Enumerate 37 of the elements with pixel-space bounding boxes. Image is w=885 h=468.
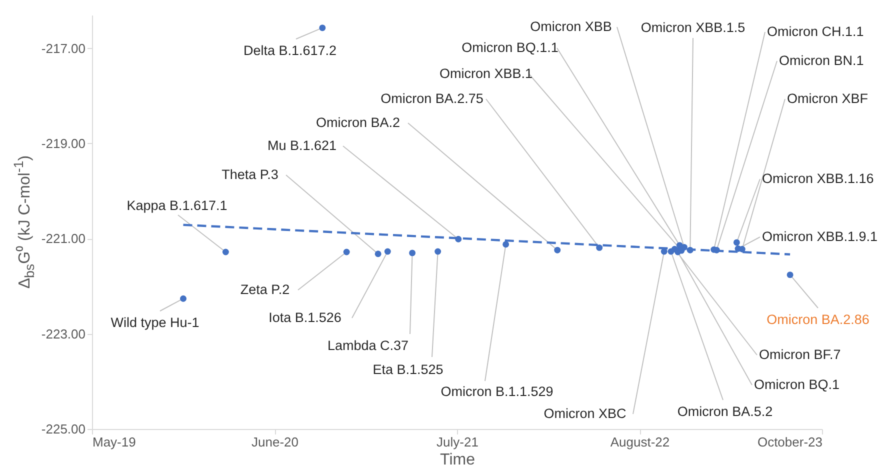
- x-tick-label: May-19: [92, 434, 136, 450]
- y-tick-label: -223.00: [41, 326, 86, 342]
- annotation: Wild type Hu-1: [110, 315, 200, 330]
- annotation: Iota B.1.526: [268, 310, 342, 325]
- annotation: Delta B.1.617.2: [243, 43, 337, 58]
- annotation: Omicron XBB.1.9.1: [762, 229, 878, 244]
- annotation: Omicron CH.1.1: [767, 24, 864, 39]
- y-tick-label: -221.00: [41, 231, 86, 246]
- annotation: Omicron BQ.1: [754, 377, 840, 392]
- x-tick-label: October-23: [757, 434, 822, 450]
- annotation: Omicron XBC: [544, 406, 626, 421]
- annotation: Omicron XBB: [530, 19, 612, 34]
- annotation: Mu B.1.621: [267, 138, 337, 153]
- x-tick-label: August-22: [610, 434, 670, 450]
- annotation: Omicron BF.7: [759, 347, 841, 362]
- annotation: Omicron BA.2.75: [380, 91, 484, 106]
- x-tick-label: June-20: [252, 434, 298, 450]
- y-tick-label: -225.00: [41, 422, 86, 436]
- annotation: Omicron XBB.1.16: [762, 171, 874, 186]
- annotation: Eta B.1.525: [372, 362, 444, 377]
- x-tick-label: July-21: [436, 434, 478, 450]
- annotation: Zeta P.2: [240, 282, 290, 297]
- annotation: Omicron B.1.1.529: [440, 384, 554, 399]
- annotation: Theta P.3: [222, 167, 278, 182]
- y-tick-label: -217.00: [41, 40, 86, 56]
- annotation: Omicron XBF: [787, 91, 868, 106]
- annotation: Omicron XBB.1: [439, 66, 533, 81]
- annotation: Omicron BQ.1.1: [462, 40, 558, 55]
- annotation: Omicron XBB.1.5: [640, 20, 746, 35]
- x-axis-title: Time: [440, 452, 476, 468]
- annotation: Omicron BA.5.2: [677, 404, 773, 419]
- annotation: Omicron BA.2.86: [766, 312, 870, 327]
- annotation: Kappa B.1.617.1: [126, 198, 228, 213]
- annotation: Omicron BN.1: [779, 53, 864, 68]
- annotation: Omicron BA.2: [316, 115, 400, 130]
- annotation: Lambda C.37: [327, 338, 409, 353]
- y-tick-label: -219.00: [41, 136, 86, 151]
